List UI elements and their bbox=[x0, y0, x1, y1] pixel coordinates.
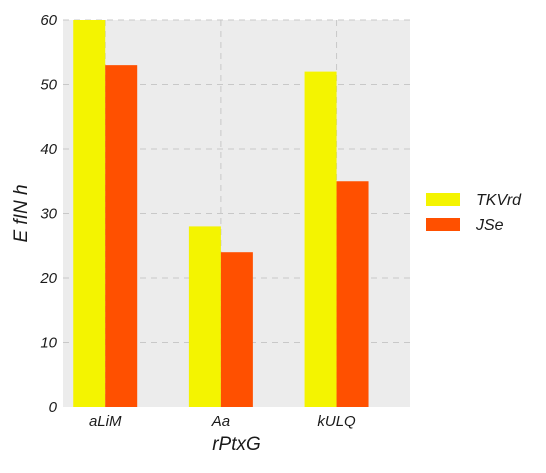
y-tick-label: 40 bbox=[40, 141, 57, 158]
bar-JSe-aLiM bbox=[105, 65, 138, 408]
legend-swatch bbox=[426, 193, 460, 206]
y-tick-label: 20 bbox=[39, 270, 57, 287]
bar-TKVrd-Aa bbox=[188, 226, 221, 407]
x-tick-label: aLiM bbox=[89, 413, 122, 430]
legend-label: TKVrd bbox=[476, 192, 522, 209]
legend-swatch bbox=[426, 218, 460, 231]
bar-TKVrd-aLiM bbox=[73, 20, 106, 407]
y-tick-label: 60 bbox=[40, 12, 57, 29]
legend-label: JSe bbox=[475, 217, 504, 234]
y-axis-title: E fIN h bbox=[11, 184, 32, 242]
legend: TKVrd JSe bbox=[426, 192, 522, 234]
bar-JSe-kULQ bbox=[336, 181, 369, 407]
y-axis-ticks: 0 10 20 30 40 50 60 bbox=[39, 12, 57, 416]
y-tick-label: 30 bbox=[40, 206, 57, 223]
bar-JSe-Aa bbox=[220, 252, 253, 407]
y-tick-label: 0 bbox=[49, 399, 58, 416]
y-tick-label: 50 bbox=[40, 77, 57, 94]
bars bbox=[73, 20, 369, 408]
bar-TKVrd-kULQ bbox=[304, 71, 337, 407]
x-axis-ticks: aLiM Aa kULQ bbox=[89, 413, 356, 430]
x-axis-title: rPtxG bbox=[212, 434, 261, 455]
y-tick-label: 10 bbox=[40, 335, 57, 352]
x-tick-label: Aa bbox=[211, 413, 230, 430]
x-tick-label: kULQ bbox=[317, 413, 356, 430]
